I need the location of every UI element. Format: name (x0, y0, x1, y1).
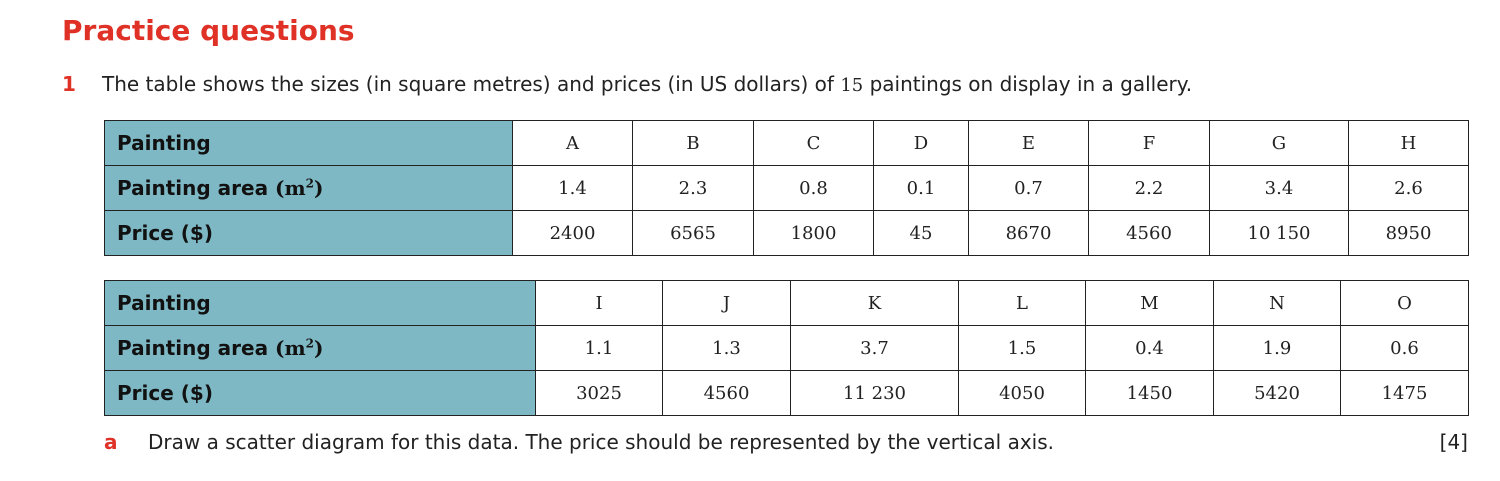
painting-cell: N (1213, 280, 1341, 326)
part-a-text: Draw a scatter diagram for this data. Th… (148, 430, 1054, 454)
painting-row: Painting A B C D E F G H (104, 120, 1469, 166)
area-unit-close: ) (314, 176, 324, 200)
part-a-line: a Draw a scatter diagram for this data. … (104, 430, 1468, 454)
area-cell: 1.4 (512, 165, 633, 211)
painting-row: Painting I J K L M N O (104, 280, 1469, 326)
price-cell: 10 150 (1209, 210, 1349, 256)
area-row: Painting area (m2) 1.1 1.3 3.7 1.5 0.4 1… (104, 325, 1469, 371)
area-label: Painting area (117, 176, 269, 200)
area-row-header: Painting area (m2) (104, 165, 513, 211)
area-cell: 0.4 (1085, 325, 1214, 371)
area-unit-open: (m (275, 336, 306, 360)
page-heading: Practice questions (62, 14, 355, 47)
area-cell: 0.8 (753, 165, 874, 211)
price-row-header: Price ($) (104, 210, 513, 256)
area-cell: 0.6 (1340, 325, 1469, 371)
area-label: Painting area (117, 336, 269, 360)
question-line: 1 The table shows the sizes (in square m… (62, 72, 1192, 96)
part-a-marks: [4] (1439, 430, 1468, 454)
painting-cell: B (632, 120, 754, 166)
area-cell: 3.7 (790, 325, 959, 371)
price-cell: 4560 (1088, 210, 1210, 256)
painting-cell: D (873, 120, 969, 166)
price-cell: 6565 (632, 210, 754, 256)
part-a-label: a (104, 430, 118, 454)
area-row-header: Painting area (m2) (104, 325, 536, 371)
painting-cell: K (790, 280, 959, 326)
area-cell: 3.4 (1209, 165, 1349, 211)
area-unit-exponent: 2 (305, 176, 315, 191)
area-cell: 2.2 (1088, 165, 1210, 211)
price-cell: 5420 (1213, 370, 1341, 416)
price-cell: 8670 (968, 210, 1089, 256)
painting-row-header: Painting (104, 280, 536, 326)
painting-cell: M (1085, 280, 1214, 326)
price-cell: 1800 (753, 210, 874, 256)
area-cell: 1.5 (958, 325, 1086, 371)
area-cell: 0.1 (873, 165, 969, 211)
question-text: The table shows the sizes (in square met… (102, 72, 1192, 96)
paintings-table-a-to-h: Painting A B C D E F G H Painting area (… (104, 120, 1469, 256)
price-cell: 2400 (512, 210, 633, 256)
price-cell: 45 (873, 210, 969, 256)
painting-cell: H (1348, 120, 1469, 166)
painting-cell: L (958, 280, 1086, 326)
question-text-end: paintings on display in a gallery. (863, 72, 1193, 96)
paintings-table-i-to-o: Painting I J K L M N O Painting area (m2… (104, 280, 1469, 416)
area-unit-exponent: 2 (305, 336, 315, 351)
painting-cell: G (1209, 120, 1349, 166)
price-cell: 4050 (958, 370, 1086, 416)
area-unit: (m2) (275, 176, 323, 200)
price-cell: 8950 (1348, 210, 1469, 256)
price-cell: 1450 (1085, 370, 1214, 416)
painting-row-header: Painting (104, 120, 513, 166)
price-cell: 4560 (662, 370, 791, 416)
area-cell: 2.6 (1348, 165, 1469, 211)
price-row: Price ($) 3025 4560 11 230 4050 1450 542… (104, 370, 1469, 416)
area-unit-open: (m (275, 176, 306, 200)
area-cell: 2.3 (632, 165, 754, 211)
painting-cell: A (512, 120, 633, 166)
area-cell: 1.3 (662, 325, 791, 371)
area-row: Painting area (m2) 1.4 2.3 0.8 0.1 0.7 2… (104, 165, 1469, 211)
painting-cell: E (968, 120, 1089, 166)
price-row: Price ($) 2400 6565 1800 45 8670 4560 10… (104, 210, 1469, 256)
area-cell: 0.7 (968, 165, 1089, 211)
painting-cell: F (1088, 120, 1210, 166)
area-unit-close: ) (314, 336, 324, 360)
painting-count: 15 (840, 75, 864, 96)
price-row-header: Price ($) (104, 370, 536, 416)
price-cell: 11 230 (790, 370, 959, 416)
area-cell: 1.1 (535, 325, 663, 371)
painting-cell: I (535, 280, 663, 326)
price-cell: 1475 (1340, 370, 1469, 416)
painting-cell: O (1340, 280, 1469, 326)
price-cell: 3025 (535, 370, 663, 416)
area-unit: (m2) (275, 336, 323, 360)
painting-cell: J (662, 280, 791, 326)
question-number: 1 (62, 72, 76, 96)
painting-cell: C (753, 120, 874, 166)
area-cell: 1.9 (1213, 325, 1341, 371)
question-text-start: The table shows the sizes (in square met… (102, 72, 841, 96)
